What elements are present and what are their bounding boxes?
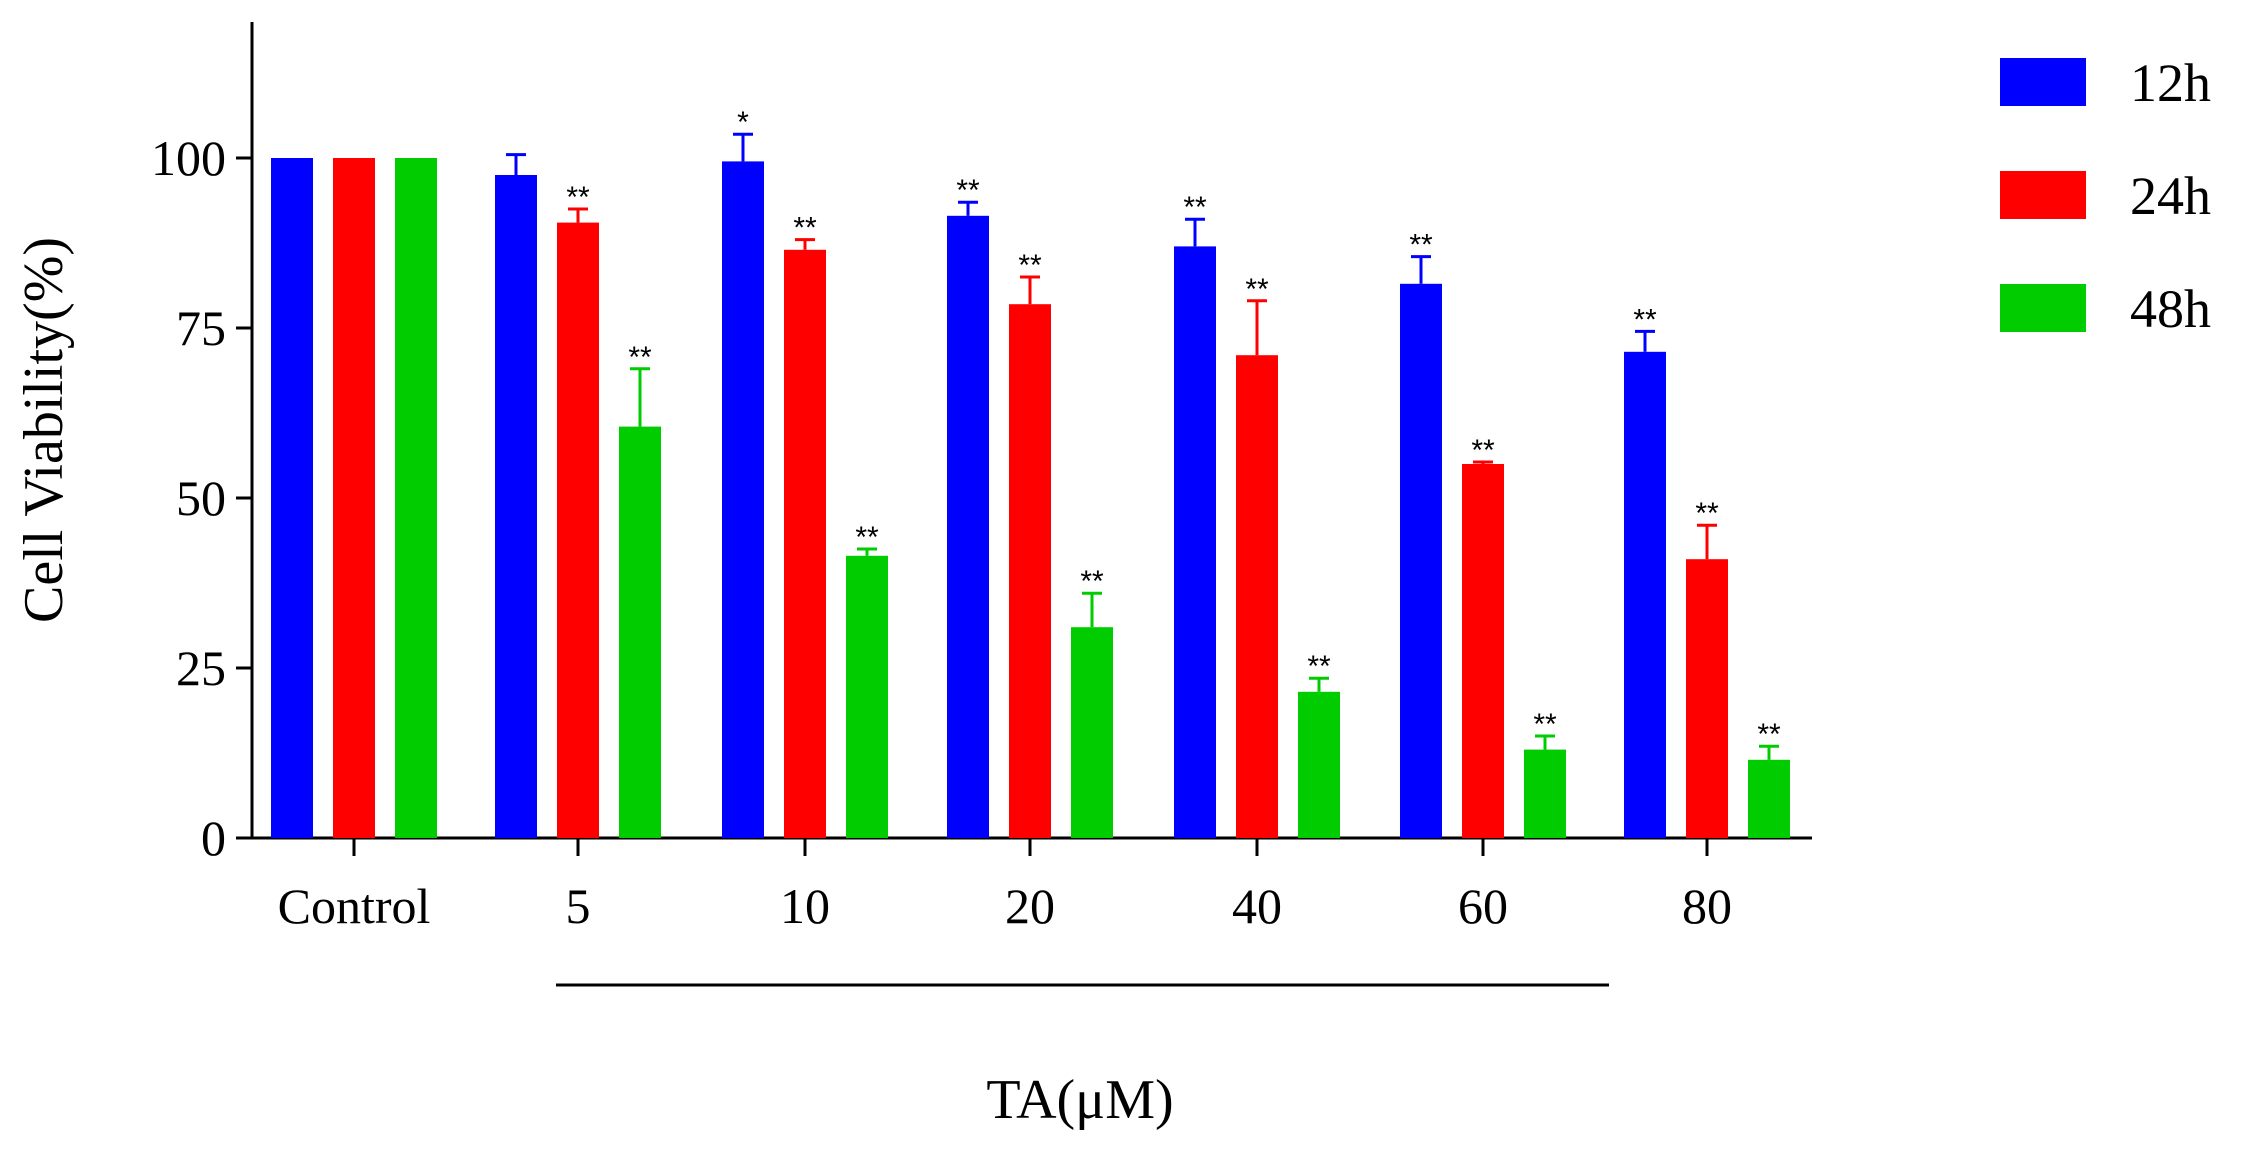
bar-48h-Control — [395, 158, 437, 838]
y-axis-title: Cell Viability(%) — [13, 237, 75, 623]
significance-label: * — [737, 106, 749, 139]
y-tick-label: 100 — [151, 130, 226, 186]
significance-label: ** — [566, 181, 590, 214]
legend: 12h 24h 48h — [2000, 53, 2211, 339]
bar-12h-5 — [495, 175, 537, 838]
bar-12h-20 — [947, 215, 989, 839]
significance-label: ** — [1307, 650, 1331, 683]
significance-label: ** — [1633, 303, 1657, 336]
bar-12h-60 — [1400, 283, 1442, 838]
x-tick-label: 5 — [566, 878, 591, 934]
significance-label: ** — [1409, 229, 1433, 262]
legend-swatch-48h — [2000, 284, 2086, 332]
significance-label: ** — [855, 521, 879, 554]
x-axis-title: TA(μM) — [986, 1069, 1173, 1131]
y-tick-label: 0 — [201, 810, 226, 866]
bar-48h-20 — [1071, 627, 1113, 838]
bar-48h-80 — [1748, 759, 1790, 838]
significance-label: ** — [793, 212, 817, 245]
bar-24h-Control — [333, 158, 375, 838]
significance-label: ** — [1080, 565, 1104, 598]
bar-24h-80 — [1686, 559, 1728, 838]
bar-48h-5 — [619, 426, 661, 838]
y-tick-label: 75 — [176, 300, 226, 356]
bar-12h-Control — [271, 158, 313, 838]
bar-12h-40 — [1174, 246, 1216, 838]
significance-label: ** — [1245, 273, 1269, 306]
legend-label-24h: 24h — [2130, 166, 2211, 226]
legend-label-48h: 48h — [2130, 279, 2211, 339]
x-tick-label: 10 — [780, 878, 830, 934]
bar-24h-10 — [784, 249, 826, 839]
significance-label: ** — [628, 341, 652, 374]
bars-layer — [271, 132, 1790, 839]
x-tick-label: 20 — [1005, 878, 1055, 934]
x-tick-label: 80 — [1682, 878, 1732, 934]
legend-swatch-24h — [2000, 171, 2086, 219]
bar-12h-80 — [1624, 351, 1666, 838]
significance-label: ** — [1183, 191, 1207, 224]
x-tick-label: Control — [278, 878, 431, 934]
bar-24h-5 — [557, 222, 599, 839]
significance-label: ** — [1471, 434, 1495, 467]
legend-label-12h: 12h — [2130, 53, 2211, 113]
significance-label: ** — [1695, 497, 1719, 530]
significance-label: ** — [1533, 708, 1557, 741]
bar-48h-10 — [846, 555, 888, 838]
significance-label: ** — [1757, 718, 1781, 751]
bar-12h-10 — [722, 161, 764, 838]
significance-label: ** — [1018, 249, 1042, 282]
y-tick-label: 25 — [176, 640, 226, 696]
x-tick-label: 40 — [1232, 878, 1282, 934]
bar-24h-40 — [1236, 355, 1278, 838]
bar-24h-60 — [1462, 464, 1504, 838]
bar-48h-40 — [1298, 691, 1340, 838]
legend-swatch-12h — [2000, 58, 2086, 106]
significance-label: ** — [956, 174, 980, 207]
bar-48h-60 — [1524, 749, 1566, 838]
y-tick-label: 50 — [176, 470, 226, 526]
x-tick-label: 60 — [1458, 878, 1508, 934]
bar-24h-20 — [1009, 304, 1051, 838]
